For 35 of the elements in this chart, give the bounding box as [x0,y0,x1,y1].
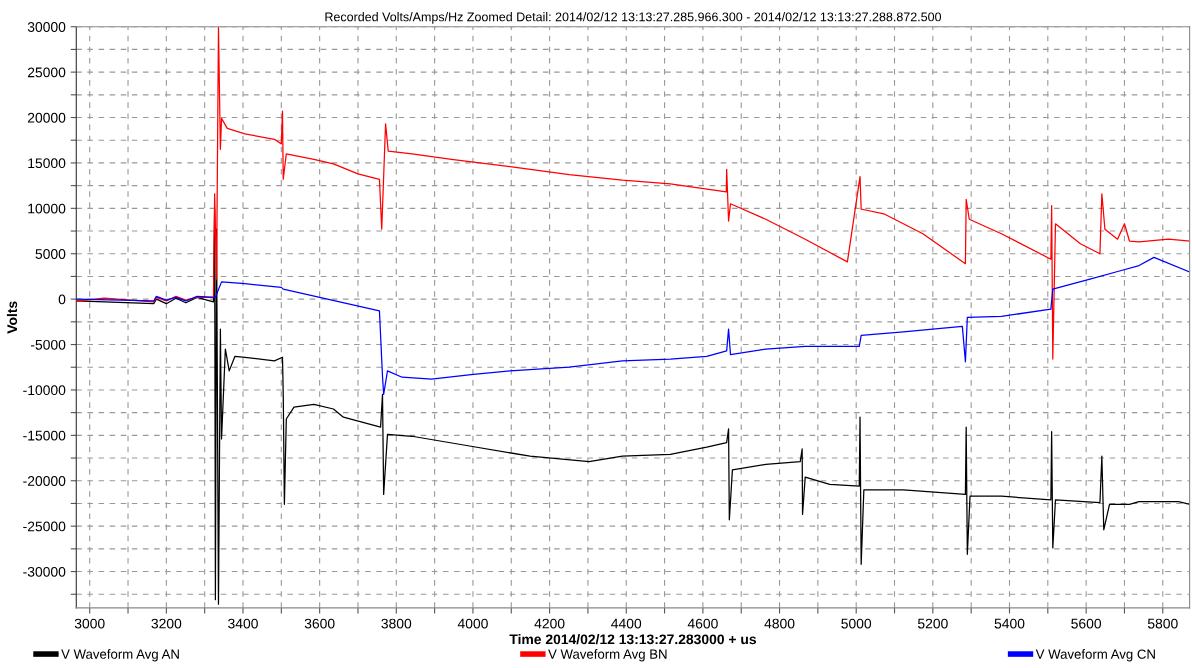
x-tick-label: 3400 [228,618,258,629]
x-tick-label: 5600 [1071,618,1102,629]
x-tick-label: 4200 [534,618,565,629]
x-tick-label: 3200 [151,618,182,629]
chart-title: Recorded Volts/Amps/Hz Zoomed Detail: 2014/02/12 13:13:27.285.966.300 - 2014/02/12 13:13:27.288.872.500 [325,12,942,24]
y-tick-label: 20000 [27,112,66,123]
x-tick-label: 4800 [764,618,795,629]
x-tick-label: 5800 [1147,618,1178,629]
y-tick-label: 15000 [28,158,66,169]
legend-label: V Waveform Avg BN [548,649,667,662]
x-tick-label: 5200 [917,618,948,629]
line-series [76,256,1190,396]
y-tick-label: 5000 [35,249,66,259]
x-axis-title: Time 2014/02/12 13:13:27.283000 + us [509,634,757,645]
legend-label: V Waveform Avg AN [61,649,179,662]
y-tick-label: 10000 [28,203,66,214]
y-tick-label: 25000 [27,67,66,78]
y-tick-label: -30000 [23,566,66,577]
x-tick-label: 5400 [994,618,1025,629]
y-tick-label: -5000 [30,339,66,350]
x-tick-label: 3800 [381,618,412,629]
y-tick-label: 30000 [27,22,66,32]
y-axis-title: Volts [6,301,18,334]
y-tick-label: -15000 [23,430,66,441]
legend-label: V Waveform Avg CN [1035,649,1155,662]
x-tick-label: 4600 [687,618,718,629]
y-tick-label: -10000 [23,385,66,396]
x-tick-label: 3600 [304,618,335,629]
x-tick-label: 3000 [74,618,105,629]
y-tick-label: 0 [58,294,66,305]
x-tick-label: 5000 [841,618,872,629]
y-tick-label: -20000 [23,476,66,486]
x-tick-label: 4400 [611,618,642,629]
y-tick-label: -25000 [23,521,66,532]
x-tick-label: 4000 [457,618,488,629]
